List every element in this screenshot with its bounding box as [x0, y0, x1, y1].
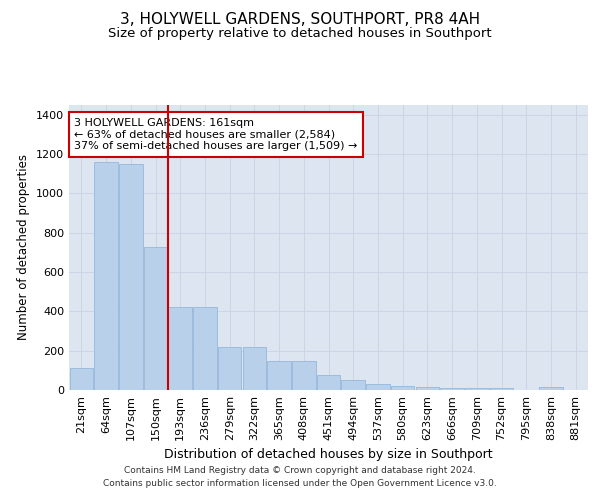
Bar: [242, 347, 266, 390]
Y-axis label: Number of detached properties: Number of detached properties: [17, 154, 31, 340]
Text: Contains HM Land Registry data © Crown copyright and database right 2024.
Contai: Contains HM Land Registry data © Crown c…: [103, 466, 497, 487]
Bar: [391, 386, 415, 390]
Bar: [539, 387, 563, 390]
Bar: [465, 388, 488, 390]
Bar: [416, 387, 439, 390]
Bar: [94, 162, 118, 390]
Bar: [218, 347, 241, 390]
Bar: [292, 360, 316, 390]
Bar: [119, 164, 143, 390]
Bar: [268, 360, 291, 390]
Bar: [144, 246, 167, 390]
Text: 3, HOLYWELL GARDENS, SOUTHPORT, PR8 4AH: 3, HOLYWELL GARDENS, SOUTHPORT, PR8 4AH: [120, 12, 480, 28]
Bar: [193, 308, 217, 390]
X-axis label: Distribution of detached houses by size in Southport: Distribution of detached houses by size …: [164, 448, 493, 462]
Bar: [440, 388, 464, 390]
Text: 3 HOLYWELL GARDENS: 161sqm
← 63% of detached houses are smaller (2,584)
37% of s: 3 HOLYWELL GARDENS: 161sqm ← 63% of deta…: [74, 118, 358, 151]
Bar: [341, 380, 365, 390]
Bar: [317, 376, 340, 390]
Bar: [70, 368, 93, 390]
Bar: [169, 308, 192, 390]
Text: Size of property relative to detached houses in Southport: Size of property relative to detached ho…: [108, 28, 492, 40]
Bar: [366, 384, 389, 390]
Bar: [490, 388, 513, 390]
